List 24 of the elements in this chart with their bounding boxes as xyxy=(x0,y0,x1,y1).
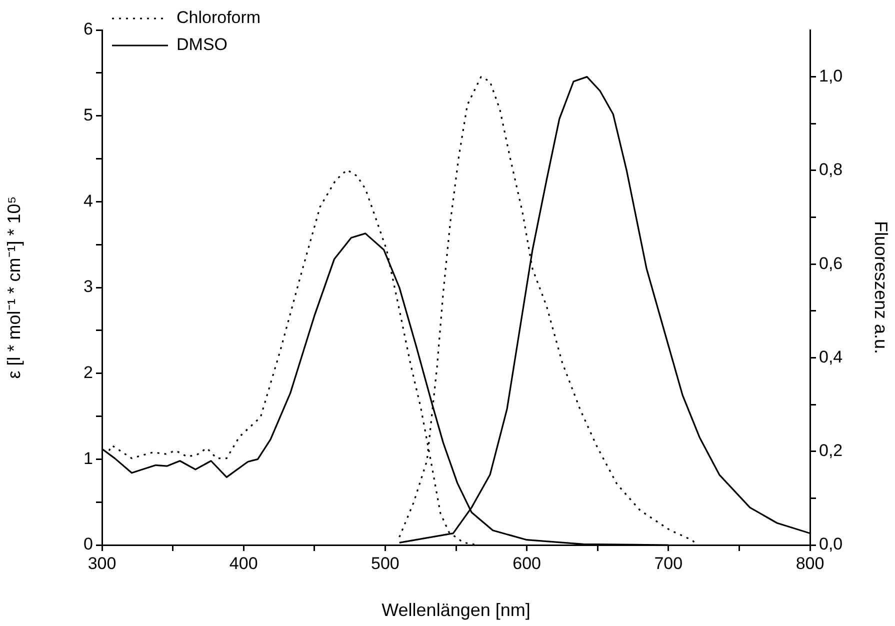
legend-label: DMSO xyxy=(176,35,228,54)
y-tick-label: 2 xyxy=(84,363,93,382)
legend-label: Chloroform xyxy=(176,8,261,28)
y-axis-title: ε [l * mol⁻¹ * cm⁻¹] * 10⁵ xyxy=(4,196,24,379)
y2-tick-label: 0,2 xyxy=(819,441,843,460)
x-tick-label: 500 xyxy=(371,554,400,573)
x-tick-label: 800 xyxy=(796,554,824,573)
x-tick-label: 300 xyxy=(88,554,116,573)
y-tick-label: 6 xyxy=(84,20,93,39)
x-tick-label: 700 xyxy=(654,554,683,573)
y2-axis-title: Fluoreszenz a.u. xyxy=(871,220,892,354)
x-tick-label: 600 xyxy=(512,554,541,573)
y2-tick-label: 0,6 xyxy=(819,254,843,273)
y-tick-label: 5 xyxy=(84,106,93,125)
y2-tick-label: 0,8 xyxy=(819,160,843,180)
x-axis-title: Wellenlängen [nm] xyxy=(382,600,530,620)
y2-tick-label: 0,0 xyxy=(819,534,843,554)
y-tick-label: 1 xyxy=(84,448,93,468)
x-tick-label: 400 xyxy=(229,554,258,573)
y2-tick-label: 1,0 xyxy=(819,66,843,86)
y-tick-label: 4 xyxy=(84,191,93,210)
y-tick-label: 3 xyxy=(84,277,93,296)
y-tick-label: 0 xyxy=(84,534,93,554)
y2-tick-label: 0,4 xyxy=(819,347,843,366)
